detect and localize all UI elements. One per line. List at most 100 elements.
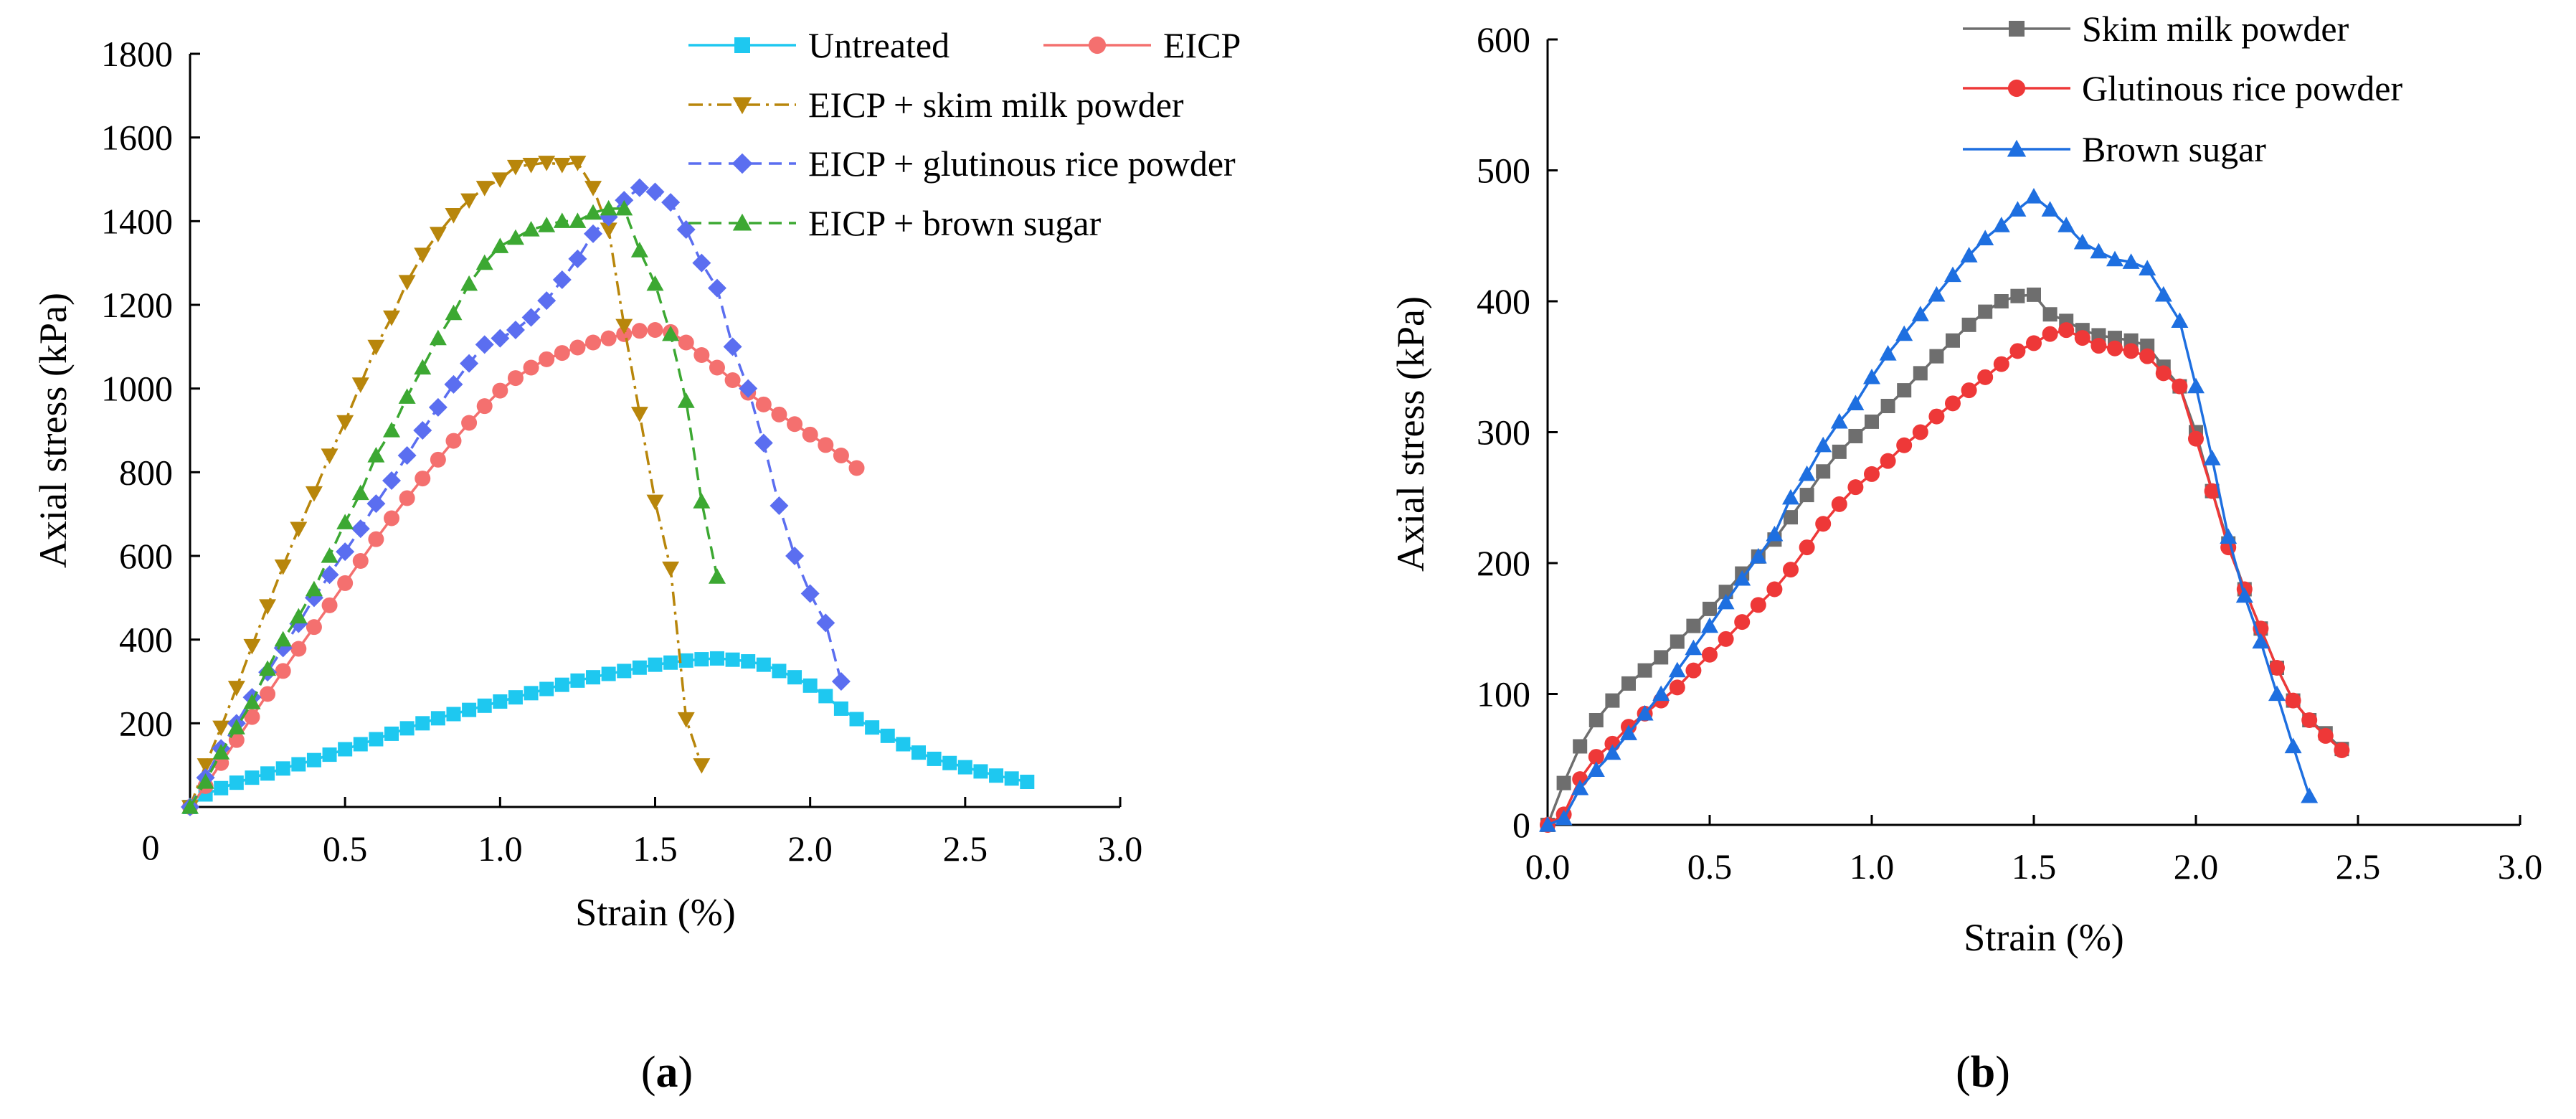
legend-a-glutinous-rice-label: EICP + glutinous rice powder — [808, 143, 1236, 184]
series-a-untreated-point — [849, 712, 864, 727]
series-a-eicp-brown-sugar-point — [351, 484, 369, 501]
series-b-glutinous-rice-powder-point — [1896, 437, 1913, 453]
chart-a-x-tick-label: 2.0 — [787, 828, 833, 869]
legend-a-eicp-key — [1043, 36, 1151, 55]
series-b-glutinous-rice-powder-point — [1928, 408, 1945, 425]
series-a-eicp-point — [631, 323, 648, 339]
series-b-brown-sugar-point — [2203, 450, 2221, 466]
chart-b-legend-keys — [1963, 21, 2070, 157]
chart-b-x-tick-label: 1.0 — [1850, 846, 1895, 887]
series-b-glutinous-rice-powder-point — [2172, 378, 2188, 395]
series-b-glutinous-rice-powder-point — [1880, 453, 1896, 469]
series-b-brown-sugar-point — [1604, 744, 1621, 760]
series-a-eicp-glutinous-rice-powder-point — [413, 421, 432, 440]
series-b-brown-sugar-point — [1555, 809, 1573, 826]
series-b-glutinous-rice-powder-point — [2058, 322, 2075, 339]
series-b-skim-milk-powder-point — [1897, 383, 1912, 398]
chart-a-y-tick-label: 1600 — [101, 118, 173, 158]
series-a-eicp-skim-milk-powder-point — [383, 310, 401, 326]
series-b-glutinous-rice-powder-point — [1993, 356, 2009, 372]
chart-b-x-axis-title: Strain (%) — [1964, 916, 2123, 959]
series-a-eicp-point — [647, 322, 663, 338]
series-a-eicp-glutinous-rice-powder-point — [723, 337, 742, 357]
series-b-brown-sugar — [1539, 188, 2319, 832]
series-b-skim-milk-powder-point — [1654, 650, 1669, 665]
series-a-eicp-skim-milk-powder-point — [445, 207, 463, 224]
series-a-untreated-point — [214, 780, 229, 795]
legend-a-brown-sugar-label: EICP + brown sugar — [808, 203, 1102, 243]
legend-a-untreated-key — [688, 37, 796, 53]
legend-a-eicp-glutinous-rice-powder-key-marker — [731, 153, 753, 174]
series-b-skim-milk-powder-point — [1848, 428, 1863, 443]
series-b-glutinous-rice-powder-point — [1815, 516, 1832, 532]
series-b-skim-milk-powder-point — [1880, 399, 1895, 413]
series-b-brown-sugar-point — [1798, 465, 1816, 481]
series-a-eicp-glutinous-rice-powder-point — [351, 519, 370, 539]
series-a-eicp-skim-milk-powder-point — [522, 157, 540, 174]
series-b-glutinous-rice-powder-point — [1831, 496, 1847, 512]
series-a-eicp-brown-sugar-point — [259, 660, 277, 676]
series-b-skim-milk-powder-point — [2042, 307, 2058, 322]
series-a-eicp-point — [399, 490, 415, 506]
series-a-untreated-point — [942, 755, 957, 770]
chart-a-y-tick-label: 1800 — [101, 34, 173, 74]
legend-b-brown-sugar-label: Brown sugar — [2082, 129, 2266, 169]
series-a-eicp-point — [461, 415, 478, 431]
chart-a-y-tick-label: 400 — [119, 620, 173, 660]
series-a-eicp-point — [260, 686, 276, 702]
chart-a-y-tick-label: 1400 — [101, 201, 173, 241]
series-a-eicp-skim-milk-powder-point — [475, 181, 493, 197]
chart-b-x-tick-label: 2.5 — [2336, 846, 2381, 887]
series-a-eicp-glutinous-rice-powder-point — [800, 584, 820, 603]
series-a-eicp-brown-sugar-point — [445, 304, 463, 321]
series-a-untreated-point — [322, 747, 337, 762]
legend-b-glutinous-rice-powder-key-marker — [2007, 79, 2026, 98]
series-a-eicp-point — [244, 709, 260, 725]
chart-b-x-tick-labels: 0.0 0.5 1.0 1.5 2.0 2.5 3.0 — [1525, 846, 2543, 887]
series-a-eicp-skim-milk-powder-point — [538, 156, 556, 171]
series-a-untreated-point — [632, 660, 647, 675]
series-a-eicp-brown-sugar-point — [677, 392, 695, 408]
series-b-glutinous-rice-powder-point — [1734, 614, 1751, 631]
legend-b-skim-milk-powder-key-marker — [2009, 21, 2025, 37]
series-a-eicp-glutinous-rice-powder-point — [770, 496, 789, 515]
series-b-glutinous-rice-powder-point — [1977, 369, 1994, 385]
series-a-untreated-point — [663, 655, 678, 670]
series-b-brown-sugar-point — [1879, 345, 1897, 361]
series-a-eicp-brown-sugar-point — [212, 744, 230, 760]
series-a-eicp-brown-sugar-point — [227, 719, 245, 735]
chart-a-y-tick-labels: 200 400 600 800 1000 1200 1400 1600 1800 — [101, 34, 173, 743]
series-b-glutinous-rice-powder-point — [1588, 749, 1604, 765]
series-a-eicp-glutinous-rice-powder-point — [645, 182, 665, 202]
series-a-eicp-brown-sugar-point — [584, 204, 602, 220]
series-b-glutinous-rice-powder-point — [1702, 646, 1718, 663]
series-a-eicp-glutinous-rice-powder-point — [785, 547, 805, 565]
legend-b-skim-milk-powder-key — [1963, 21, 2070, 37]
series-b-brown-sugar-point — [1911, 306, 1929, 321]
series-a-eicp-skim-milk-powder-point — [553, 157, 571, 174]
legend-b-glutinous-rice-powder-key — [1963, 79, 2070, 98]
series-b-brown-sugar-point — [1636, 704, 1654, 721]
series-b-skim-milk-powder-point — [1816, 464, 1831, 479]
series-a-eicp-glutinous-rice-powder-point — [816, 613, 835, 633]
series-a-untreated-point — [678, 653, 693, 668]
series-a-untreated-point — [818, 689, 833, 704]
chart-b-y-axis-title: Axial stress (kPa) — [1389, 296, 1432, 572]
series-a-eicp-glutinous-rice-powder-point — [661, 193, 681, 212]
series-a-eicp-glutinous-rice-powder-point — [428, 397, 448, 417]
series-a-eicp-skim-milk-powder-point — [491, 172, 509, 188]
series-b-skim-milk-powder-point — [1605, 693, 1620, 708]
series-a-eicp-skim-milk-powder-point — [646, 494, 664, 511]
series-a-eicp-brown-sugar-point — [196, 773, 214, 789]
series-b-brown-sugar-point — [2009, 201, 2027, 217]
series-a-eicp-point — [290, 641, 307, 657]
series-b-glutinous-rice-powder-point — [2334, 742, 2350, 758]
series-a-eicp-brown-sugar-point — [429, 329, 447, 346]
series-b-skim-milk-powder-point — [2010, 288, 2025, 303]
series-a-eicp-point — [275, 663, 291, 679]
series-a-untreated-point — [245, 770, 260, 785]
series-a-eicp-point — [818, 437, 834, 453]
series-b-brown-sugar-point — [1928, 285, 1946, 302]
legend-b-brown-sugar-key-marker — [2007, 139, 2027, 157]
series-a-eicp-glutinous-rice-powder-point — [568, 249, 587, 268]
